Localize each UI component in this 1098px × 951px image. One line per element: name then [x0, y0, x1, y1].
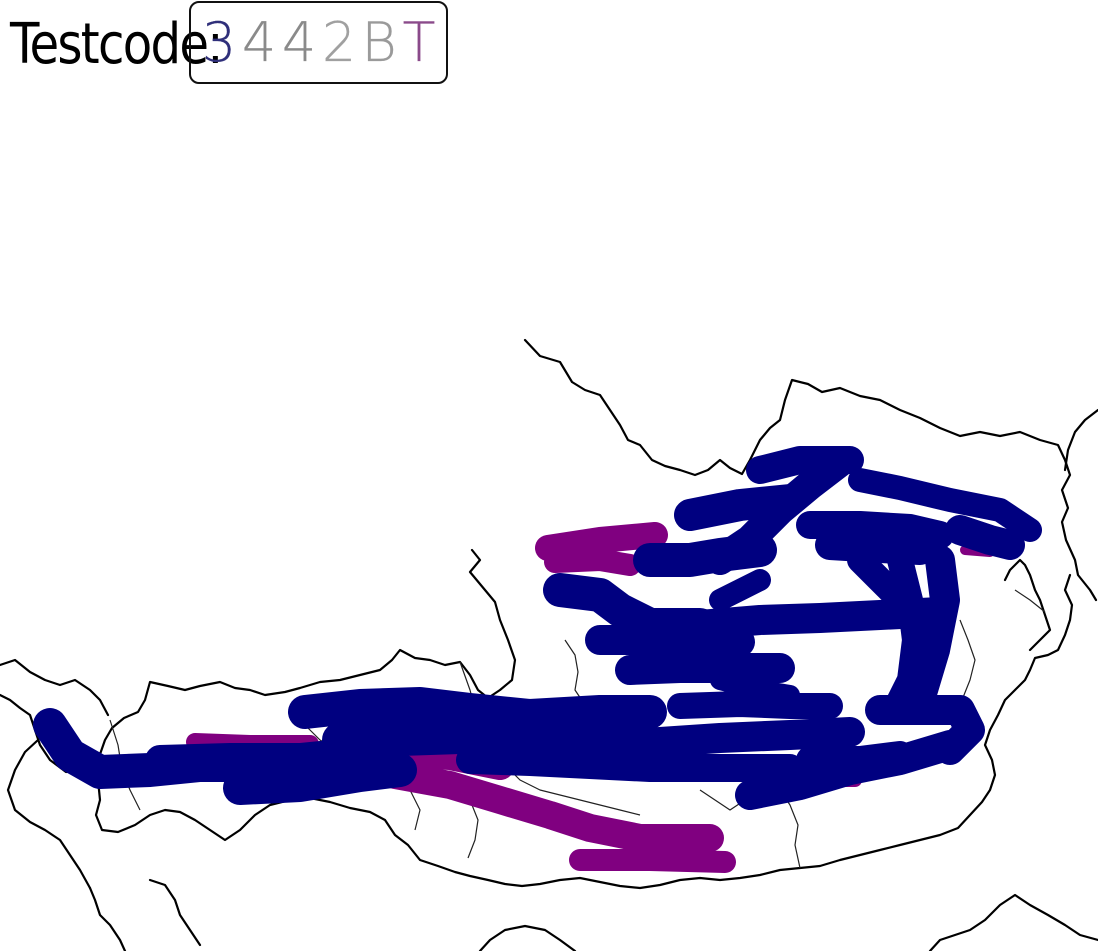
- header: Testcode:: [10, 2, 256, 86]
- code-char: 4: [241, 10, 277, 74]
- testcode-box: 3 4 4 2 B T: [189, 1, 448, 84]
- blue-stroke: [145, 737, 375, 775]
- blue-stroke: [223, 753, 417, 805]
- blue-stroke: [543, 573, 717, 642]
- state-border: [1014, 589, 1046, 613]
- border-germany-line: [0, 658, 110, 717]
- code-char: 2: [321, 10, 357, 74]
- blue-stroke: [882, 547, 928, 723]
- blue-stroke: [709, 569, 771, 611]
- code-char: B: [361, 10, 397, 74]
- border-south: [94, 573, 1074, 890]
- blue-stroke: [847, 547, 913, 613]
- border-south-neighbor: [88, 886, 127, 951]
- blue-stroke: [848, 468, 1042, 542]
- purple-stroke: [544, 549, 641, 576]
- purple-stroke: [381, 761, 724, 852]
- code-char: T: [402, 10, 436, 74]
- map-borders: [0, 338, 1098, 951]
- blue-stroke: [710, 670, 800, 705]
- blue-stroke: [865, 695, 985, 765]
- border-south-neighbor-2: [478, 924, 577, 951]
- blue-stroke: [796, 511, 954, 549]
- blue-stroke: [905, 545, 960, 715]
- code-char: 3: [201, 10, 237, 74]
- blue-stroke: [667, 691, 843, 719]
- code-char: 4: [281, 10, 317, 74]
- blue-stroke: [945, 515, 1025, 560]
- border-south-neighbor-3: [928, 893, 1098, 951]
- blue-stroke: [585, 717, 865, 760]
- blue-stroke: [615, 653, 795, 685]
- purple-stroke: [569, 849, 736, 873]
- testcode-label: Testcode:: [10, 11, 223, 77]
- border-east-top: [1063, 408, 1098, 472]
- purple-stroke: [535, 522, 668, 561]
- blue-stroke: [746, 446, 864, 484]
- border-east-inner: [1003, 558, 1052, 652]
- state-border: [467, 799, 479, 859]
- blue-stroke: [588, 708, 632, 772]
- blue-stroke: [705, 447, 855, 575]
- border-north-west: [523, 338, 1098, 602]
- border-south-neighbor-4: [148, 878, 202, 947]
- blue-strokes: [33, 446, 1042, 810]
- state-border: [959, 619, 976, 701]
- border-swiss: [6, 738, 92, 890]
- blue-stroke: [796, 741, 914, 774]
